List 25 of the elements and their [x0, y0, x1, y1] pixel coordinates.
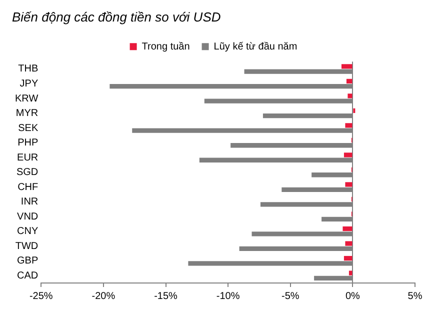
y-tick-label: KRW: [14, 93, 39, 104]
y-tick-label: JPY: [20, 78, 38, 90]
x-tick-label: -25%: [29, 290, 53, 302]
x-tick-label: -20%: [92, 290, 116, 302]
legend-label: Trong tuần: [142, 41, 190, 52]
x-tick-label: -10%: [216, 290, 240, 302]
x-tick-label: -5%: [281, 290, 300, 302]
y-tick-label: MYR: [16, 108, 38, 120]
y-tick-label: GBP: [17, 256, 38, 267]
x-tick-label: 5%: [408, 290, 422, 302]
y-tick-label: THB: [18, 64, 38, 75]
y-tick-label: SGD: [16, 167, 38, 178]
y-tick-label: CAD: [17, 270, 38, 282]
x-tick-label: -15%: [154, 290, 178, 302]
y-tick-label: EUR: [17, 152, 38, 164]
x-tick-label: 0%: [345, 290, 360, 302]
y-tick-label: SEK: [18, 122, 38, 134]
y-tick-label: INR: [20, 196, 38, 208]
y-tick-label: CHF: [18, 182, 38, 193]
y-tick-label: VND: [17, 211, 38, 222]
y-tick-label: CNY: [17, 226, 38, 238]
y-tick-label: PHP: [18, 138, 38, 149]
legend-label: Lũy kế từ đầu năm: [214, 41, 298, 52]
chart-title: Biến động các đồng tiền so với USD: [12, 9, 221, 24]
y-tick-label: TWD: [15, 240, 38, 252]
